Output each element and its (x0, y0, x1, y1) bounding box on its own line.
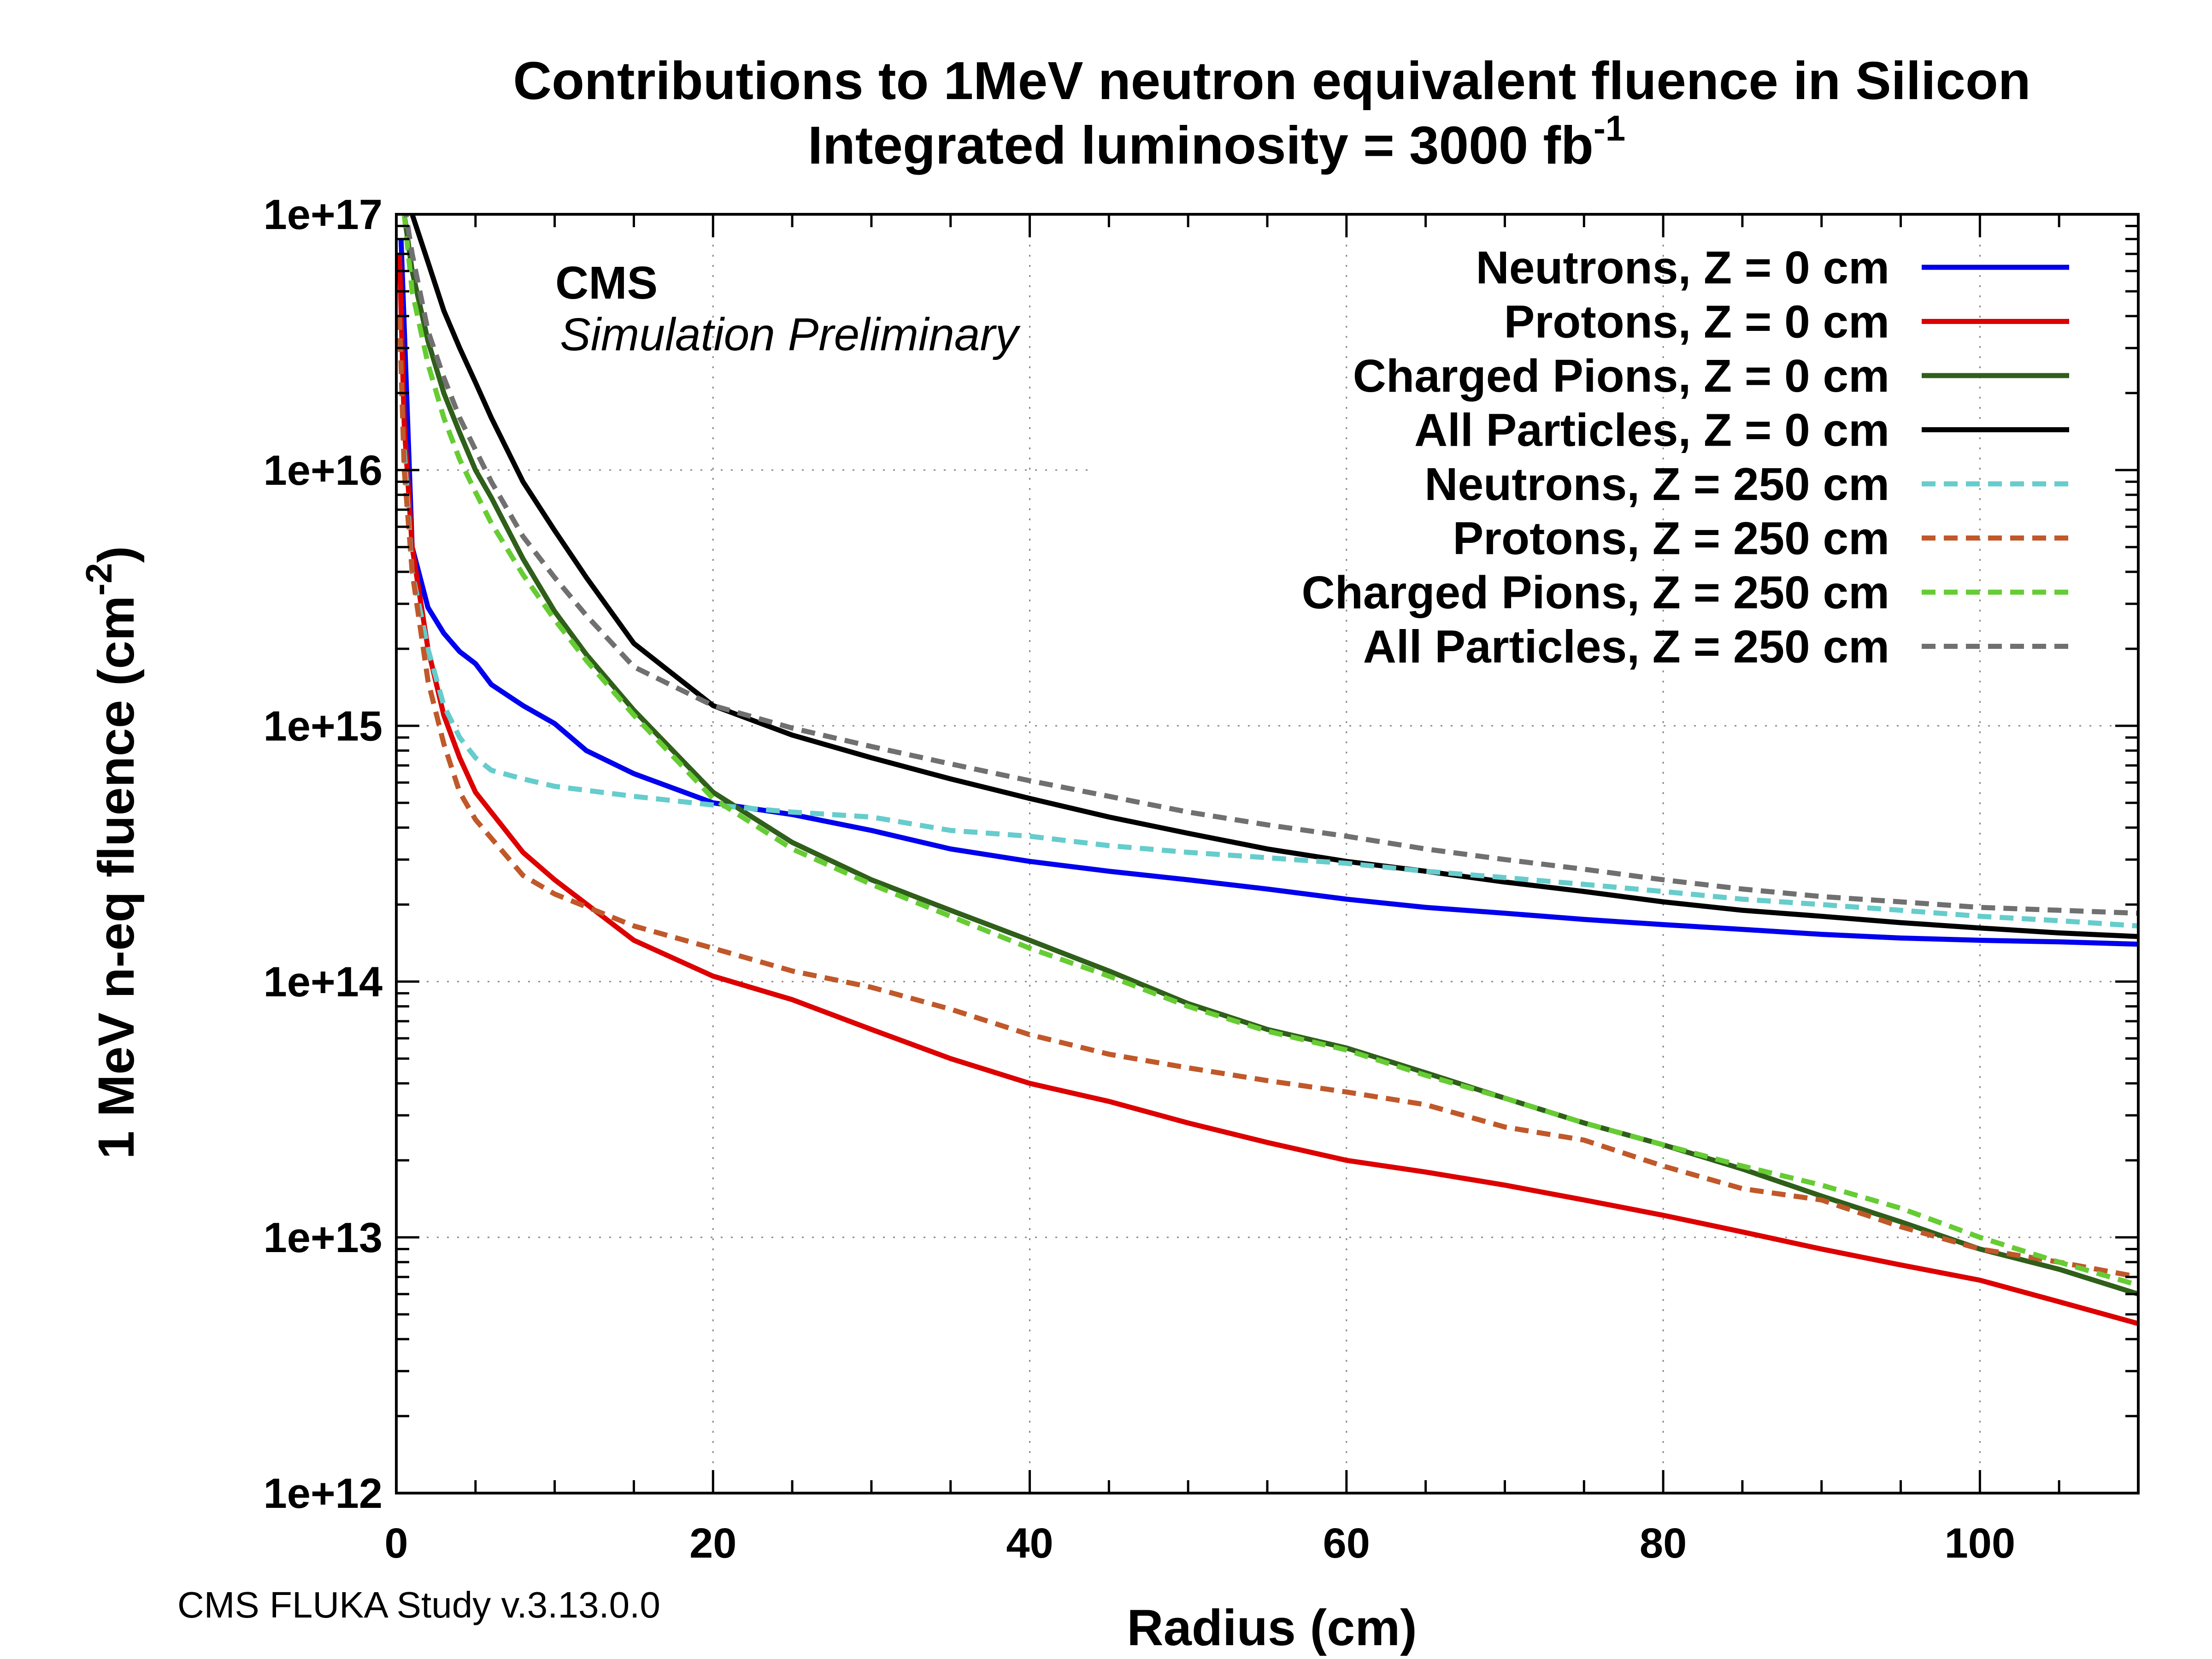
legend-entry-label-2: Protons, Z = 0 cm (1504, 296, 1889, 348)
grid-lines (396, 214, 2138, 1493)
x-tick-label-3: 60 (1323, 1520, 1370, 1567)
y-axis-label: 1 MeV n-eq fluence (cm-2) (78, 546, 145, 1159)
series-line-6 (397, 316, 2138, 1280)
y-tick-label-3: 1e+15 (264, 703, 382, 750)
y-tick-label-1: 1e+13 (264, 1214, 382, 1261)
chart-subtitle: Integrated luminosity = 3000 fb-1 (808, 108, 1625, 175)
legend-entry-label-4: All Particles, Z = 0 cm (1414, 405, 1889, 456)
x-tick-label-4: 80 (1640, 1520, 1687, 1567)
legend-entry-label-5: Neutrons, Z = 250 cm (1424, 459, 1889, 510)
series-line-7 (401, 214, 2138, 1288)
x-axis-label: Radius (cm) (1127, 1600, 1417, 1656)
series-line-1 (398, 239, 2138, 947)
y-tick-label-5: 1e+17 (264, 191, 382, 238)
x-tick-label-2: 40 (1006, 1520, 1053, 1567)
x-tick-label-1: 20 (689, 1520, 736, 1567)
axis-ticks: 0 20 40 60 80 100 1e+12 1e+13 1e+14 1e+15 1e+16 1e+… (264, 191, 2140, 1567)
series-line-5 (401, 449, 2138, 929)
series-line-8 (403, 214, 2138, 916)
series-line-4 (409, 214, 2138, 939)
series-line-3 (401, 214, 2138, 1297)
legend-entry-label-8: All Particles, Z = 250 cm (1363, 621, 1889, 673)
legend-entry-label-3: Charged Pions, Z = 0 cm (1353, 350, 1889, 402)
legend-entry-label-6: Protons, Z = 250 cm (1453, 513, 1889, 565)
y-tick-label-0: 1e+12 (264, 1470, 382, 1517)
series-lines (397, 214, 2138, 1326)
chart-subtitle-text: Integrated luminosity = 3000 fb (808, 115, 1594, 175)
y-axis-label-suffix: ) (88, 546, 145, 563)
chart-title: Contributions to 1MeV neutron equivalent… (513, 51, 2030, 111)
x-tick-label-0: 0 (384, 1520, 408, 1567)
x-tick-label-5: 100 (1945, 1520, 2016, 1567)
legend-entry-label-7: Charged Pions, Z = 250 cm (1302, 567, 1889, 618)
simulation-preliminary-label: Simulation Preliminary (560, 309, 1021, 360)
chart-subtitle-exponent: -1 (1594, 108, 1625, 148)
series-line-2 (397, 253, 2138, 1326)
legend-entry-label-1: Neutrons, Z = 0 cm (1476, 242, 1889, 294)
fluka-study-label: CMS FLUKA Study v.3.13.0.0 (177, 1584, 660, 1625)
y-axis-label-text: 1 MeV n-eq fluence (cm (88, 596, 145, 1159)
y-tick-label-4: 1e+16 (264, 447, 382, 494)
y-tick-label-2: 1e+14 (264, 959, 382, 1006)
cms-label: CMS (555, 257, 658, 309)
y-axis-label-exponent: -2 (78, 563, 119, 595)
